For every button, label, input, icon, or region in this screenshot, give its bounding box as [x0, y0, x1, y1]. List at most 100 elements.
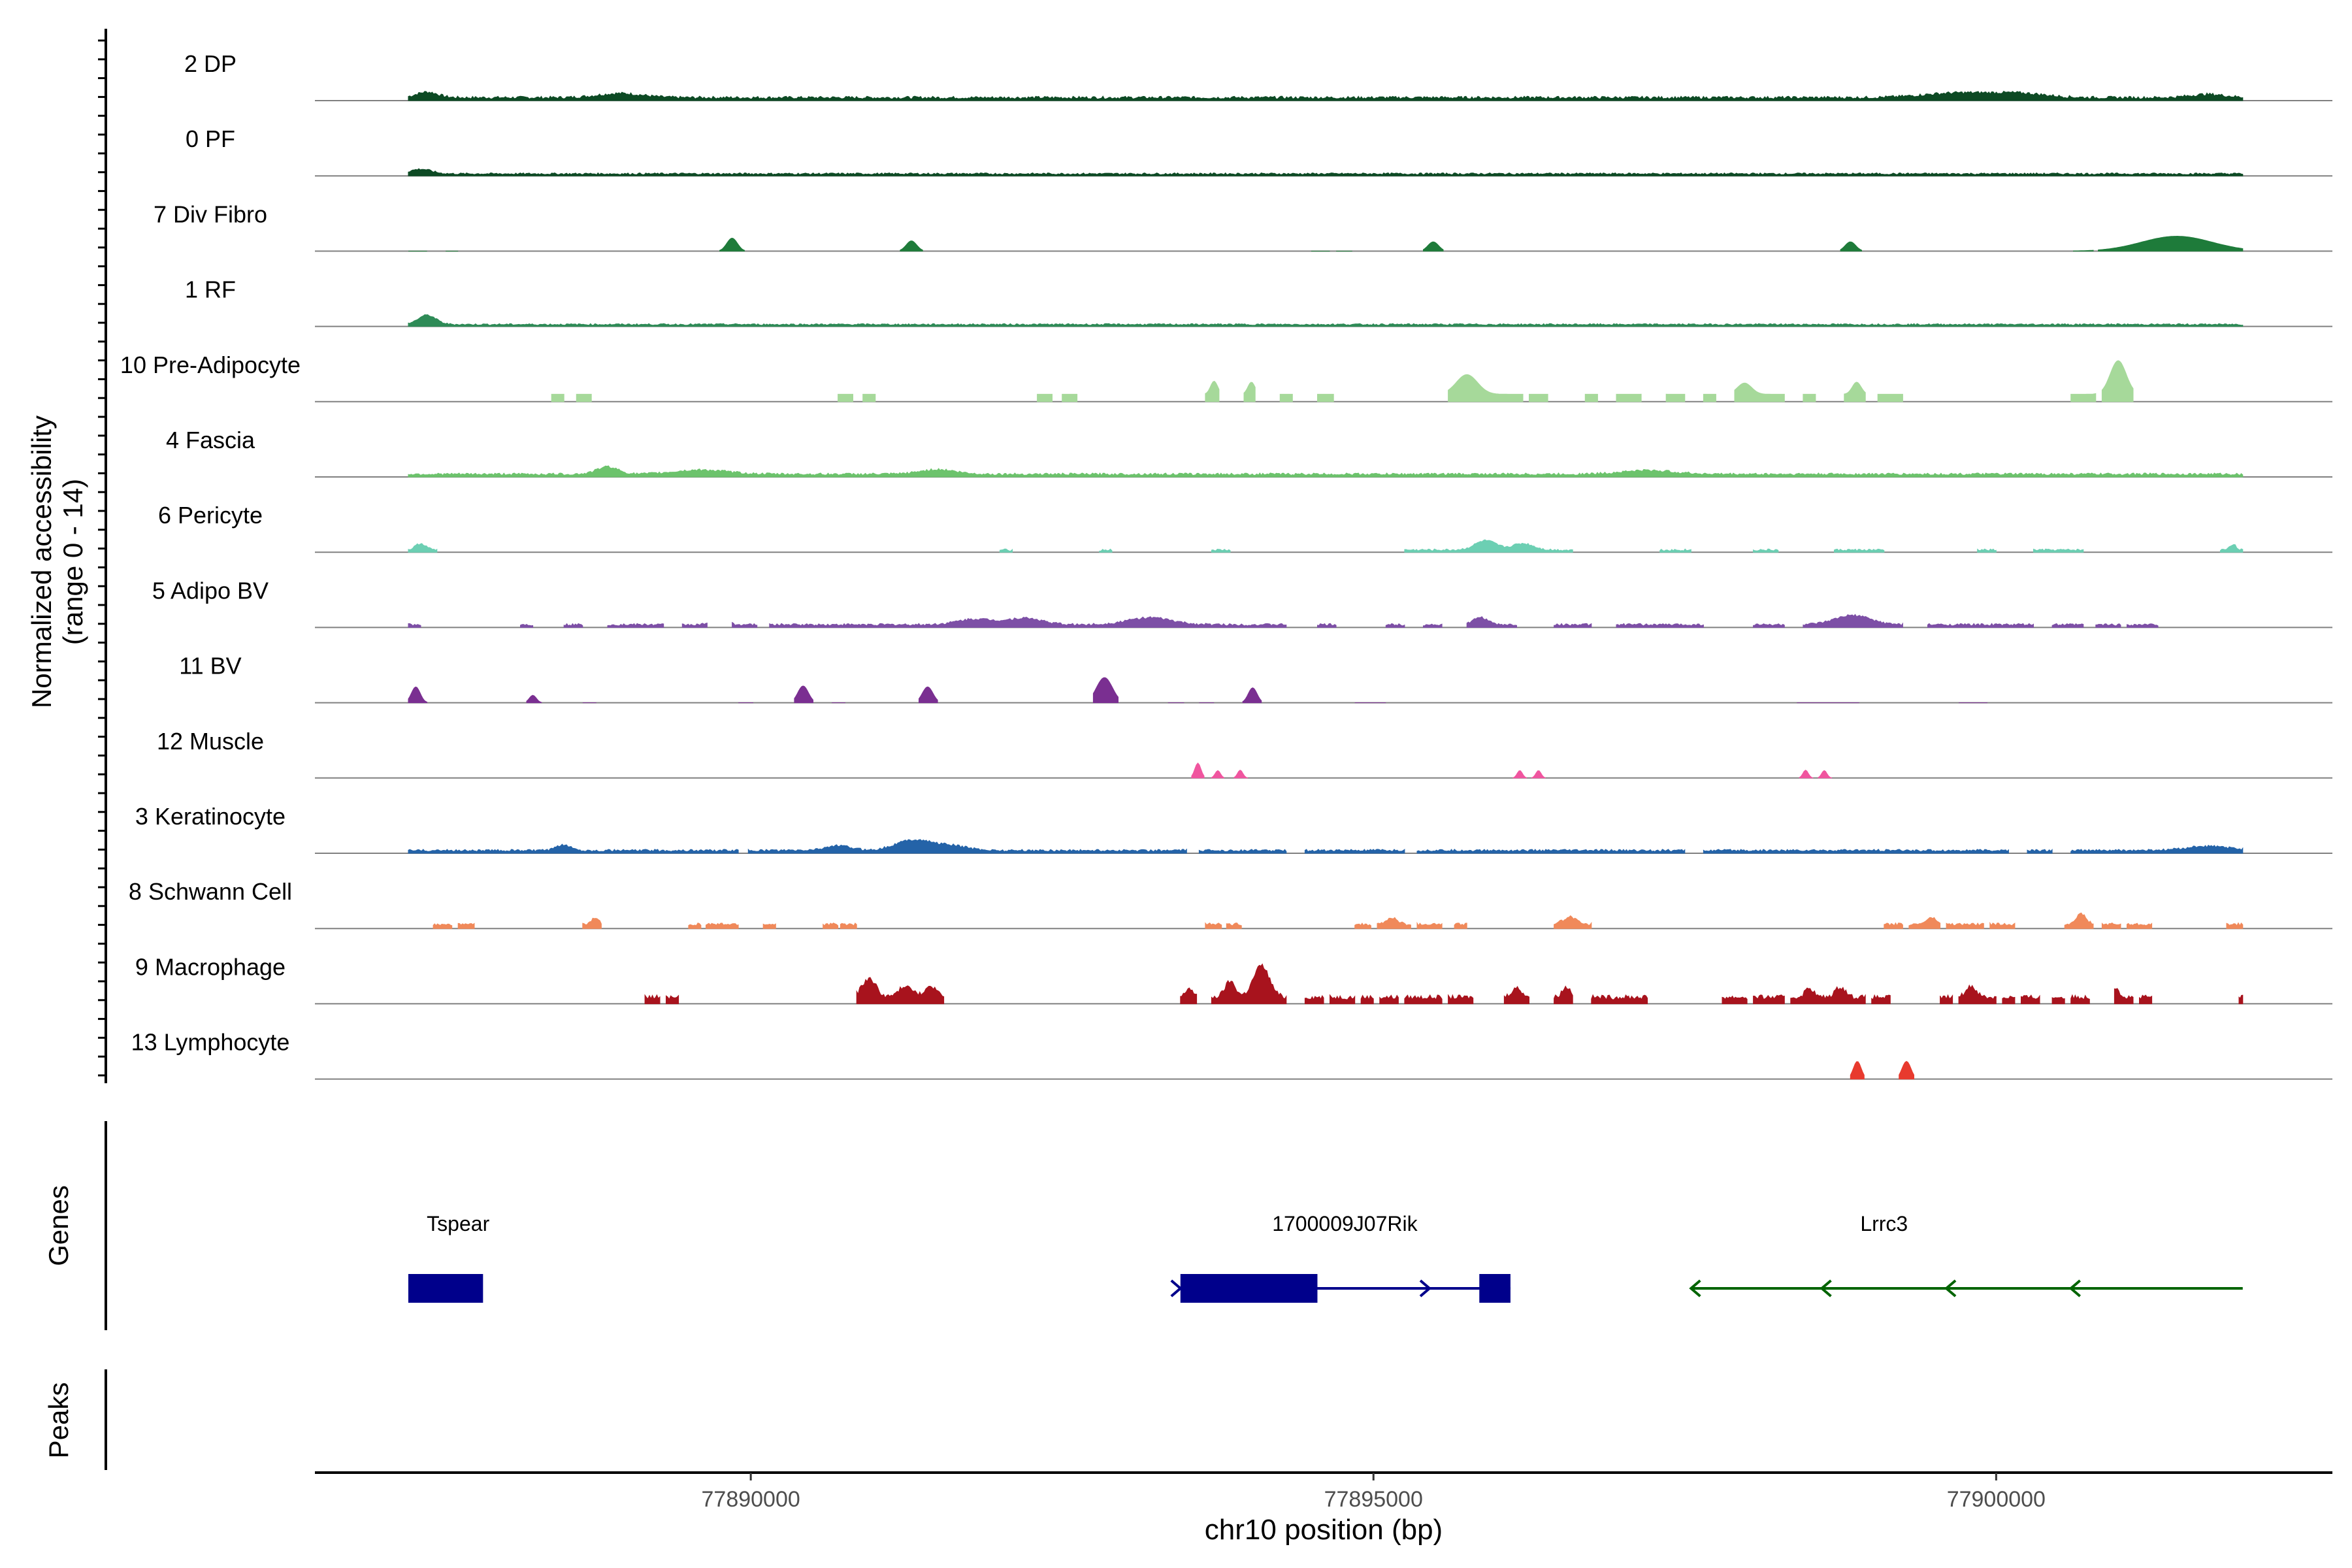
coverage-area [1211, 770, 1224, 779]
coverage-area [1226, 923, 1242, 929]
coverage-area [1503, 985, 1529, 1004]
coverage-area [551, 393, 564, 402]
track-label: 7 Div Fibro [154, 201, 267, 227]
x-axis-title: chr10 position (bp) [1205, 1514, 1443, 1546]
gene-label: Lrrc3 [1860, 1212, 1908, 1235]
coverage-area [1703, 849, 2009, 854]
coverage-area [1958, 984, 1997, 1004]
coverage-area [1616, 393, 1642, 402]
coverage-area [1092, 677, 1119, 704]
coverage-area [408, 623, 421, 628]
coverage-area [1734, 382, 1785, 402]
coverage-area [747, 839, 1187, 854]
track-6-pericyte: 6 Pericyte [158, 502, 2332, 553]
gene-1700009j07rik: 1700009J07Rik [1170, 1212, 1511, 1303]
y-axis: Normalized accessibility (range 0 - 14) [26, 29, 107, 1083]
coverage-area [2095, 623, 2121, 628]
track-label: 13 Lymphocyte [131, 1029, 290, 1056]
coverage-area [1803, 393, 1816, 402]
coverage-area [1385, 623, 1405, 628]
coverage-area [408, 314, 2244, 327]
coverage-area [1753, 548, 1779, 553]
coverage-area [2114, 988, 2134, 1004]
coverage-area [1404, 539, 1573, 553]
coverage-area [823, 923, 839, 929]
coverage-area [1180, 987, 1198, 1004]
coverage-area [1377, 917, 1411, 929]
coverage-area [1977, 548, 1997, 553]
coverage-area [1317, 393, 1334, 402]
coverage-area [1927, 623, 2034, 628]
genes-panel: Genes Tspear 1700009J07Rik Lrrc3 [43, 1121, 2243, 1330]
gene-tspear: Tspear [408, 1212, 490, 1303]
track-label: 5 Adipo BV [152, 577, 269, 604]
strand-arrow [2068, 1279, 2082, 1298]
x-axis-ticks: 77890000 77895000 77900000 [702, 1473, 2046, 1512]
coverage-area [688, 923, 702, 929]
strand-arrow [1689, 1279, 1701, 1298]
coverage-area [1554, 985, 1573, 1004]
track-label: 3 Keratinocyte [135, 803, 286, 830]
coverage-area [1844, 382, 1866, 402]
strand-arrow [1170, 1279, 1183, 1298]
coverage-area [1211, 548, 1231, 553]
coverage-area [1818, 770, 1833, 779]
peaks-label: Peaks [43, 1382, 74, 1459]
coverage-area [1423, 241, 1444, 252]
coverage-area [1198, 849, 1287, 854]
coverage-area [1899, 1060, 1914, 1080]
coverage-area [1448, 994, 1474, 1004]
coverage-area [2070, 994, 2090, 1004]
gene-label: 1700009J07Rik [1272, 1212, 1418, 1235]
coverage-area [1205, 380, 1220, 402]
coverage-area [408, 543, 438, 553]
coverage-area [1554, 915, 1592, 929]
coverage-area [2127, 923, 2153, 929]
coverage-area [1790, 986, 1866, 1004]
coverage-area [408, 686, 428, 704]
coverage-area [1379, 994, 1399, 1004]
track-5-adipo-bv: 5 Adipo BV [152, 577, 2332, 629]
coverage-area [1703, 393, 1716, 402]
track-11-bv: 11 BV [179, 653, 2332, 704]
coverage-area [1512, 770, 1527, 779]
coverage-area [1840, 241, 1862, 252]
coverage-area [2073, 250, 2094, 252]
coverage-area [719, 238, 745, 252]
coverage-area [840, 923, 857, 929]
coverage-area [1099, 548, 1113, 553]
coverage-area [2139, 994, 2153, 1004]
coverage-area [1940, 994, 1953, 1004]
gene-exon [1479, 1274, 1511, 1303]
coverage-area [1834, 548, 1885, 553]
coverage-area [2051, 623, 2084, 628]
coverage-area [1722, 995, 1748, 1004]
coverage-area [2021, 994, 2040, 1004]
coverage-area [1803, 613, 1903, 628]
coverage-area [919, 686, 938, 704]
track-label: 0 PF [186, 125, 235, 152]
gene-exon [408, 1274, 483, 1303]
track-10-pre-adipocyte: 10 Pre-Adipocyte [120, 351, 2332, 402]
coverage-area [1243, 382, 1256, 402]
x-tick-label: 77890000 [702, 1487, 800, 1512]
gene-lrrc3: Lrrc3 [1689, 1212, 2243, 1298]
coverage-area [408, 168, 2244, 176]
coverage-area [1908, 917, 1941, 929]
coverage-area [1242, 687, 1262, 704]
track-2-dp: 2 DP [184, 50, 2332, 101]
coverage-area [2127, 623, 2159, 628]
coverage-area [2033, 548, 2084, 553]
gene-exon [1180, 1274, 1318, 1303]
coverage-area [1330, 994, 1356, 1004]
coverage-area [520, 624, 534, 628]
track-4-fascia: 4 Fascia [166, 427, 2332, 478]
coverage-area [856, 977, 945, 1004]
coverage-area [1989, 921, 2016, 929]
coverage-area [1211, 963, 1287, 1004]
coverage-area [644, 994, 661, 1004]
coverage-area [1423, 623, 1443, 628]
coverage-area [1799, 770, 1814, 779]
track-label: 6 Pericyte [158, 502, 263, 529]
coverage-area [2027, 849, 2053, 854]
